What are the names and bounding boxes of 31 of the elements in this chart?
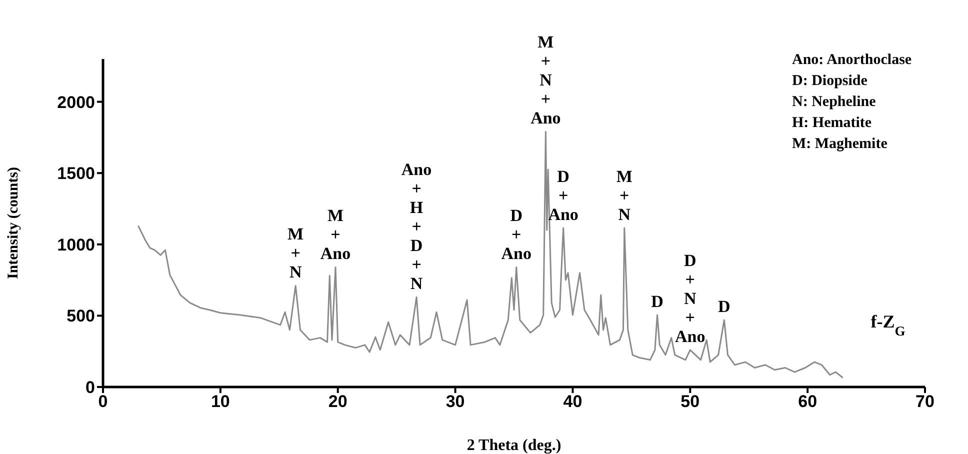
annotation: N: Nepheline <box>792 93 877 112</box>
x-tick-label: 30 <box>446 392 465 412</box>
annotation: M + Ano <box>320 206 351 264</box>
y-axis-title: Intensity (counts) <box>5 166 22 280</box>
y-tick-label: 1500 <box>57 164 95 184</box>
x-tick-label: 10 <box>210 392 230 412</box>
x-tick-label: 20 <box>328 392 348 412</box>
annotation: H: Hematite <box>792 114 873 133</box>
x-tick-label: 0 <box>98 392 108 412</box>
y-tick-label: 500 <box>66 306 95 326</box>
annotation: D + N + Ano <box>675 250 706 346</box>
annotation: D <box>718 296 730 316</box>
y-tick-label: 2000 <box>57 92 95 112</box>
annotation: M: Maghemite <box>792 135 888 154</box>
annotation: Ano + H + D + N <box>401 160 432 294</box>
annotation: D + Ano <box>501 206 532 264</box>
annotation: M + N + Ano <box>530 32 561 128</box>
annotation: M + N <box>616 166 632 224</box>
annotation: Ano: Anorthoclase <box>792 51 912 70</box>
x-axis-title: 2 Theta (deg.) <box>466 437 562 454</box>
annotation: D + Ano <box>548 166 578 224</box>
y-tick-label: 0 <box>86 378 95 398</box>
text: f-Z$_{G}$ <box>870 312 906 338</box>
x-tick-label: 50 <box>680 392 700 412</box>
annotation: D <box>651 292 664 311</box>
x-tick-label: 60 <box>798 392 818 412</box>
x-tick-label: 70 <box>916 392 934 412</box>
annotation: D: Diopside <box>792 72 868 91</box>
annotation: M + N <box>288 224 304 282</box>
x-tick-label: 40 <box>563 392 582 412</box>
y-tick-label: 1000 <box>57 235 95 254</box>
